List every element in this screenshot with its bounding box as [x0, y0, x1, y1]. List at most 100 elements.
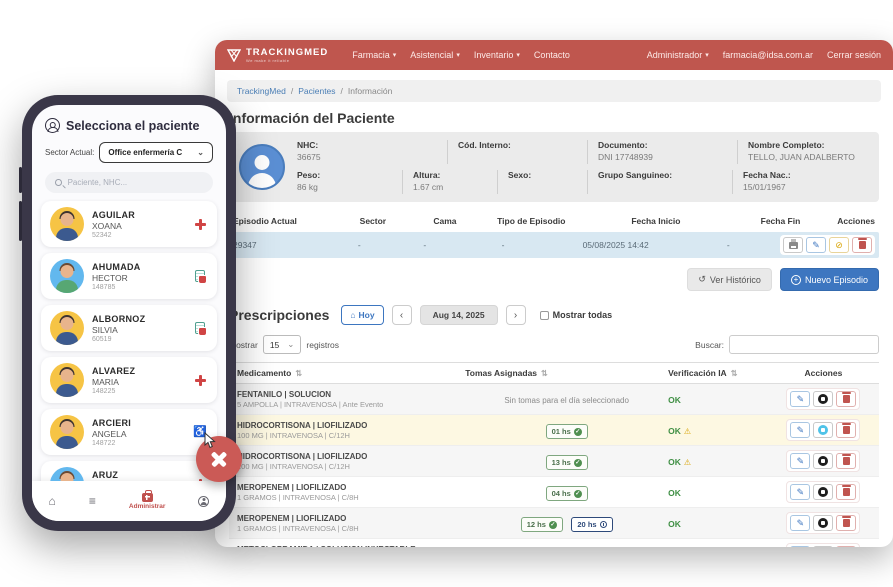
nav-contacto[interactable]: Contacto	[533, 50, 570, 60]
caret-down-icon: ▾	[456, 52, 460, 59]
col-medicamento[interactable]: Medicamento	[237, 368, 292, 378]
col-tomas[interactable]: Tomas Asignadas	[465, 368, 538, 378]
breadcrumb-pacientes[interactable]: Pacientes	[298, 86, 336, 96]
today-button[interactable]: ⌂ Hoy	[341, 305, 384, 325]
nav-user-email[interactable]: farmacia@idsa.com.ar	[722, 50, 813, 60]
patient-card[interactable]: AHUMADA HECTOR 148785	[41, 253, 217, 299]
sector-select[interactable]: Office enfermería C ⌄	[99, 142, 213, 163]
medical-cross-icon	[194, 374, 206, 386]
episode-header-fin: Fecha Fin	[760, 216, 801, 226]
list-icon[interactable]: ≡	[88, 494, 96, 508]
delete-prescription-button[interactable]	[836, 515, 857, 531]
patient-first-name: HECTOR	[92, 272, 128, 283]
patient-avatar	[50, 259, 84, 293]
ver-historico-button[interactable]: ↺ Ver Histórico	[687, 268, 772, 291]
patient-card[interactable]: ALBORNOZ SILVIA 60519	[41, 305, 217, 351]
patient-avatar	[50, 311, 84, 345]
suspend-prescription-button[interactable]	[813, 546, 834, 547]
medication-detail: 1 GRAMOS | INTRAVENOSA | C/8H	[237, 523, 359, 533]
suspend-prescription-button[interactable]	[813, 484, 834, 500]
episode-header-acciones: Acciones	[837, 216, 876, 226]
edit-prescription-button[interactable]: ✎	[790, 546, 811, 547]
brand-name: TRACKINGMED	[246, 47, 329, 58]
sort-icon[interactable]: ⇅	[730, 369, 738, 378]
dose-time-badge[interactable]: 13 hs ✓	[545, 455, 588, 470]
field-sexo: Sexo:	[497, 170, 587, 194]
cancel-episode-button[interactable]: ⊘	[829, 237, 849, 253]
breadcrumb-trackingmed[interactable]: TrackingMed	[237, 86, 286, 96]
pencil-icon: ✎	[796, 424, 805, 435]
patient-card[interactable]: ALVAREZ MARIA 148225	[41, 357, 217, 403]
suspend-prescription-button[interactable]	[813, 391, 834, 407]
pencil-icon: ✎	[796, 455, 805, 466]
breadcrumb-informacion: Información	[347, 86, 393, 96]
dose-time-badge[interactable]: 12 hs ✓	[520, 517, 563, 532]
date-selector[interactable]: Aug 14, 2025	[419, 305, 498, 325]
nav-administrar[interactable]: Administrar	[129, 490, 165, 510]
sort-icon[interactable]: ⇅	[295, 369, 303, 378]
col-verificacion[interactable]: Verificación IA	[668, 368, 727, 378]
home-icon[interactable]: ⌂	[48, 494, 56, 508]
trackingmed-fab[interactable]	[196, 436, 242, 482]
ai-verification-status: OK	[668, 519, 681, 529]
delete-episode-button[interactable]	[852, 237, 872, 253]
edit-prescription-button[interactable]: ✎	[790, 515, 811, 531]
col-acciones: Acciones	[804, 368, 843, 378]
breadcrumb-separator: /	[340, 86, 343, 96]
edit-episode-button[interactable]: ✎	[806, 237, 826, 253]
clock-icon	[599, 521, 607, 528]
patient-card[interactable]: ARUZ OSCAR 147355	[41, 461, 217, 481]
suspend-prescription-button[interactable]	[813, 422, 834, 438]
patient-search[interactable]	[45, 172, 213, 193]
stop-icon	[818, 394, 829, 404]
patient-search-input[interactable]	[67, 178, 203, 187]
stop-icon	[818, 487, 829, 497]
dose-time-pending-badge[interactable]: 20 hs	[571, 517, 613, 532]
search-input[interactable]	[729, 335, 879, 354]
account-icon[interactable]	[198, 495, 210, 507]
nav-asistencial[interactable]: Asistencial ▾	[410, 50, 460, 60]
previous-day-button[interactable]: ‹	[391, 305, 412, 325]
delete-prescription-button[interactable]	[836, 391, 857, 407]
patient-last-name: ALBORNOZ	[92, 313, 146, 324]
medication-detail: 5 AMPOLLA | INTRAVENOSA | Ante Evento	[237, 399, 384, 409]
field-altura: Altura: 1.67 cm	[402, 170, 497, 194]
sort-icon[interactable]: ⇅	[541, 369, 548, 378]
dose-time-badge[interactable]: 04 hs ✓	[545, 486, 588, 501]
delete-prescription-button[interactable]	[836, 546, 857, 547]
nav-administrador[interactable]: Administrador ▾	[646, 50, 709, 60]
dose-time-badge[interactable]: 01 hs ✓	[545, 424, 588, 439]
logout-button[interactable]: Cerrar sesión	[826, 50, 881, 60]
edit-prescription-button[interactable]: ✎	[790, 422, 811, 438]
delete-prescription-button[interactable]	[836, 484, 857, 500]
pencil-icon: ✎	[812, 239, 820, 250]
trackingmed-triangle-icon	[227, 48, 241, 62]
patient-card[interactable]: ARCIERI ANGELA 148722 ♿	[41, 409, 217, 455]
caret-down-icon: ▾	[516, 52, 520, 59]
print-episode-button[interactable]	[783, 237, 803, 253]
suspend-prescription-button[interactable]	[813, 453, 834, 469]
check-icon: ✓	[573, 489, 582, 498]
edit-prescription-button[interactable]: ✎	[790, 484, 811, 500]
phone-screen: Selecciona el paciente Sector Actual: Of…	[32, 105, 226, 521]
edit-prescription-button[interactable]: ✎	[790, 391, 811, 407]
delete-prescription-button[interactable]	[836, 453, 857, 469]
delete-prescription-button[interactable]	[836, 422, 857, 438]
medication-name: METOCLOPRAMIDA | SOLUCION INYECTABLE	[237, 545, 465, 548]
nav-inventario[interactable]: Inventario ▾	[473, 50, 520, 60]
trackingmed-logo[interactable]: TRACKINGMED We make it reliable	[227, 47, 328, 63]
patient-id: 60519	[92, 335, 112, 343]
page-size-select[interactable]: 15 ⌄	[262, 335, 302, 354]
caret-down-icon: ▾	[705, 52, 709, 59]
nuevo-episodio-button[interactable]: + Nuevo Episodio	[779, 268, 879, 291]
next-day-button[interactable]: ›	[505, 305, 526, 325]
mostrar-todas-checkbox[interactable]	[539, 310, 549, 320]
medication-name: FENTANILO | SOLUCION	[237, 389, 332, 399]
patient-avatar	[50, 207, 84, 241]
medication-detail: 1 GRAMOS | INTRAVENOSA | C/8H	[237, 492, 359, 502]
edit-prescription-button[interactable]: ✎	[790, 453, 811, 469]
phone-bottom-nav: ⌂ ≡ Administrar	[32, 481, 226, 521]
nav-farmacia[interactable]: Farmacia ▾	[352, 50, 397, 60]
patient-card[interactable]: AGUILAR XOANA 52342	[41, 201, 217, 247]
suspend-prescription-button[interactable]	[813, 515, 834, 531]
